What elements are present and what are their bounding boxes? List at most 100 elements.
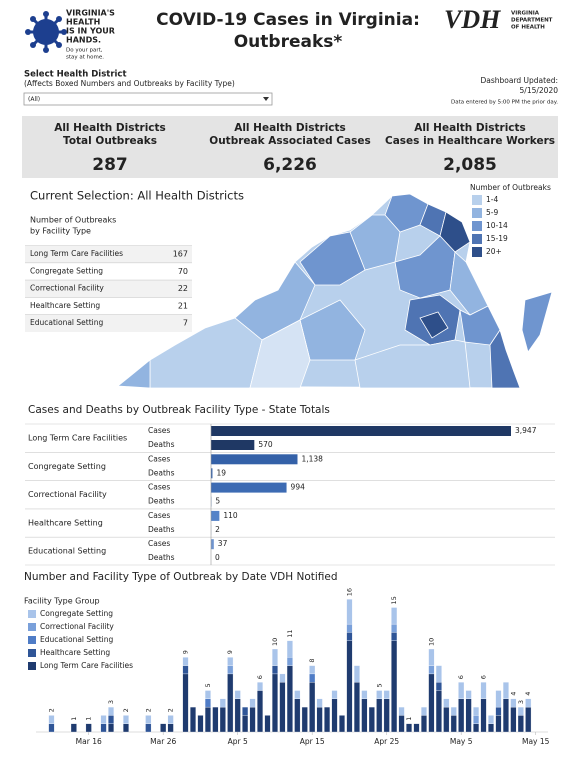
timeline-bar [212, 706, 219, 733]
timeline-bar [495, 690, 502, 708]
timeline-bar [182, 665, 189, 675]
timeline-bar [368, 706, 375, 733]
table-row-value: 7 [183, 319, 188, 328]
timeline-bar [450, 706, 457, 716]
timeline-bar [271, 665, 278, 675]
timeline-legend-swatch [28, 662, 36, 670]
timeline-bar [510, 698, 517, 708]
table-row-bg [25, 314, 192, 332]
filter-label: Select Health District [24, 70, 127, 80]
timeline-tick-label: May 5 [450, 737, 473, 746]
timeline-legend-swatch [28, 649, 36, 657]
timeline-bar [331, 690, 338, 699]
timeline-bar [465, 690, 472, 699]
logo-text: HEALTH [66, 18, 100, 27]
map-legend-swatch [472, 221, 482, 231]
timeline-bar [361, 698, 368, 733]
timeline-bar [145, 723, 152, 733]
timeline-bar [502, 698, 509, 733]
district-dropdown[interactable] [23, 92, 273, 106]
table-row-name: Congregate Setting [30, 266, 103, 275]
kpi-label: All Health Districts [234, 122, 346, 134]
timeline-bar [309, 673, 316, 683]
timeline-bar [480, 698, 487, 733]
timeline-bar [443, 698, 450, 708]
dropdown-value[interactable]: (All) [28, 96, 40, 103]
timeline-bar [383, 690, 390, 699]
timeline-bar [406, 723, 412, 733]
timeline-bar [346, 640, 353, 733]
timeline-bar [525, 706, 532, 733]
timeline-bar [145, 715, 152, 724]
timeline-total-label: 9 [182, 650, 190, 654]
timeline-bar [160, 723, 167, 733]
timeline-legend-swatch [28, 610, 36, 618]
facility-bar [211, 468, 213, 479]
timeline-bar [391, 607, 398, 625]
measure-label: Deaths [148, 553, 175, 562]
measure-label: Cases [148, 539, 170, 548]
timeline-bar [413, 723, 420, 733]
kpi-label: Total Outbreaks [63, 135, 157, 147]
kpi-label: All Health Districts [54, 122, 166, 134]
timeline-bar [279, 682, 286, 733]
timeline-bar [488, 723, 494, 733]
timeline-bar [428, 648, 435, 666]
measure-label: Cases [148, 511, 170, 520]
facility-bar [211, 440, 255, 450]
timeline-bar [108, 723, 114, 733]
timeline-bar [488, 715, 494, 724]
timeline-total-label: 4 [524, 692, 532, 696]
timeline-bar [286, 640, 293, 658]
facility-name: Healthcare Setting [28, 518, 103, 527]
timeline-bar [428, 665, 435, 675]
dropdown-arrow[interactable] [263, 97, 269, 101]
timeline-bar [197, 715, 204, 733]
table-row-bg [25, 245, 192, 263]
timeline-total-label: 10 [427, 638, 435, 646]
table-row-name: Healthcare Setting [30, 301, 100, 310]
timeline-bar [182, 673, 189, 733]
timeline-bar [435, 682, 442, 691]
timeline-legend-label: Long Term Care Facilities [40, 661, 133, 670]
timeline-bar [242, 715, 249, 733]
timeline-bar [182, 657, 189, 666]
timeline-bar [108, 715, 114, 724]
facility-name: Congregate Setting [28, 462, 106, 471]
facility-bar-label: 2 [215, 525, 220, 534]
timeline-bar [48, 723, 55, 733]
timeline-total-label: 10 [271, 638, 279, 646]
timeline-total-label: 6 [480, 675, 488, 679]
timeline-legend-label: Healthcare Setting [40, 648, 110, 657]
logo-tagline: Do your part, [66, 48, 103, 54]
table-row-value: 21 [178, 301, 188, 310]
timeline-bar [271, 648, 278, 666]
logo-icon [25, 11, 67, 53]
timeline-bar [167, 715, 174, 724]
facility-bar-label: 37 [218, 539, 228, 548]
timeline-bar [309, 682, 316, 733]
timeline-total-label: 16 [345, 588, 353, 596]
page-title: Outbreaks* [234, 32, 343, 52]
facility-name: Long Term Care Facilities [28, 434, 127, 443]
timeline-bar [227, 665, 234, 675]
timeline-bar [294, 690, 301, 699]
facility-bar [211, 454, 298, 465]
table-row-value: 70 [178, 267, 188, 276]
timeline-bar [167, 723, 174, 733]
timeline-total-label: 8 [308, 658, 316, 662]
timeline-legend-label: Correctional Facility [40, 622, 114, 631]
timeline-bar [391, 640, 398, 733]
timeline-bar [353, 665, 360, 683]
facility-bar-label: 1,138 [301, 454, 323, 463]
timeline-total-label: 2 [47, 708, 55, 712]
measure-label: Deaths [148, 525, 175, 534]
map-legend-swatch [472, 234, 482, 244]
facility-bar-label: 570 [258, 440, 273, 449]
timeline-bar [420, 706, 427, 716]
table-title: by Facility Type [30, 227, 91, 236]
timeline-bar [361, 690, 368, 699]
table-row-name: Long Term Care Facilities [30, 249, 123, 258]
timeline-total-label: 4 [509, 692, 517, 696]
measure-label: Deaths [148, 440, 175, 449]
